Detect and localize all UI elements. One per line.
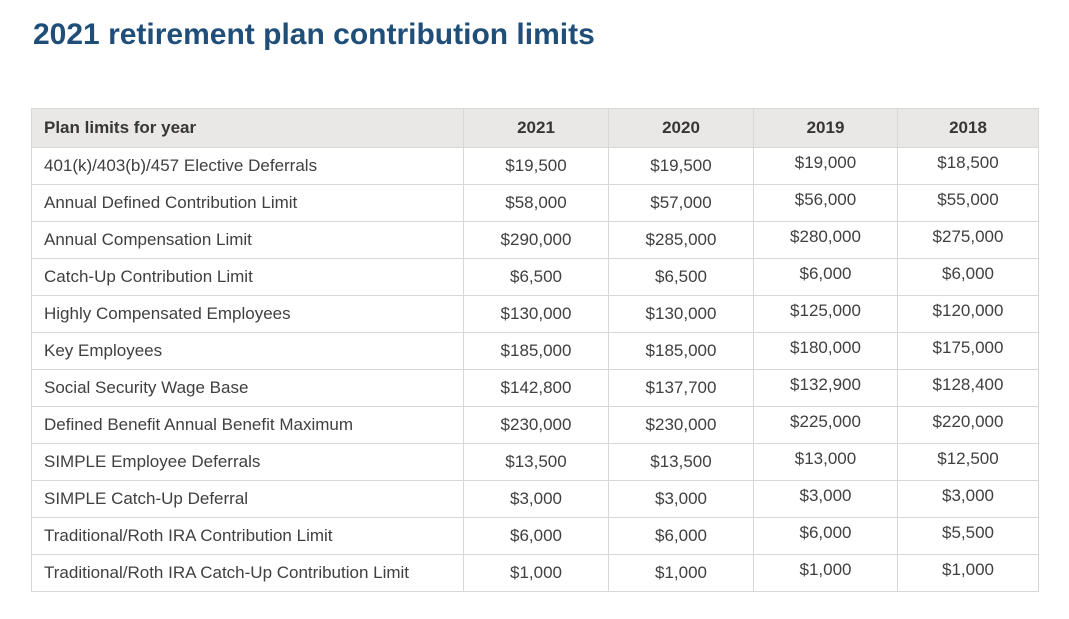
row-value: $220,000 bbox=[897, 406, 1039, 444]
table-body: 401(k)/403(b)/457 Elective Deferrals $19,… bbox=[31, 147, 1039, 592]
row-value: $1,000 bbox=[753, 554, 898, 592]
row-value: $185,000 bbox=[463, 332, 609, 370]
row-label: 401(k)/403(b)/457 Elective Deferrals bbox=[31, 147, 464, 185]
row-value: $13,000 bbox=[753, 443, 898, 481]
table-row: Social Security Wage Base $142,800 $137,70… bbox=[31, 369, 1039, 407]
row-value: $230,000 bbox=[608, 406, 754, 444]
row-label: Defined Benefit Annual Benefit Maximum bbox=[31, 406, 464, 444]
row-value: $285,000 bbox=[608, 221, 754, 259]
row-value: $132,900 bbox=[753, 369, 898, 407]
row-value: $175,000 bbox=[897, 332, 1039, 370]
row-value: $3,000 bbox=[608, 480, 754, 518]
row-value: $57,000 bbox=[608, 184, 754, 222]
table-row: Traditional/Roth IRA Catch-Up Contributi… bbox=[31, 554, 1039, 592]
row-value: $1,000 bbox=[897, 554, 1039, 592]
page-title: 2021 retirement plan contribution limits bbox=[33, 18, 595, 51]
row-value: $290,000 bbox=[463, 221, 609, 259]
row-label: Highly Compensated Employees bbox=[31, 295, 464, 333]
row-value: $1,000 bbox=[608, 554, 754, 592]
contribution-limits-table: Plan limits for year 2021 2020 2019 2018 40… bbox=[31, 108, 1039, 592]
table-row: Catch-Up Contribution Limit $6,500 $6,500 $… bbox=[31, 258, 1039, 296]
column-header-plan-limits: Plan limits for year bbox=[31, 108, 464, 148]
column-header-year: 2019 bbox=[753, 108, 898, 148]
table-row: Annual Compensation Limit $290,000 $285,00… bbox=[31, 221, 1039, 259]
row-value: $5,500 bbox=[897, 517, 1039, 555]
table-row: Annual Defined Contribution Limit $58,000… bbox=[31, 184, 1039, 222]
row-label: SIMPLE Catch-Up Deferral bbox=[31, 480, 464, 518]
row-value: $19,500 bbox=[463, 147, 609, 185]
row-value: $180,000 bbox=[753, 332, 898, 370]
row-value: $6,000 bbox=[753, 258, 898, 296]
table-row: Highly Compensated Employees $130,000 $130… bbox=[31, 295, 1039, 333]
row-value: $130,000 bbox=[463, 295, 609, 333]
row-value: $6,000 bbox=[463, 517, 609, 555]
row-value: $130,000 bbox=[608, 295, 754, 333]
row-value: $13,500 bbox=[608, 443, 754, 481]
row-value: $280,000 bbox=[753, 221, 898, 259]
row-value: $230,000 bbox=[463, 406, 609, 444]
row-value: $3,000 bbox=[463, 480, 609, 518]
column-header-year: 2021 bbox=[463, 108, 609, 148]
table-header-row: Plan limits for year 2021 2020 2019 2018 bbox=[31, 108, 1039, 148]
row-value: $6,000 bbox=[608, 517, 754, 555]
table-row: 401(k)/403(b)/457 Elective Deferrals $19,… bbox=[31, 147, 1039, 185]
row-value: $137,700 bbox=[608, 369, 754, 407]
row-label: Catch-Up Contribution Limit bbox=[31, 258, 464, 296]
row-value: $12,500 bbox=[897, 443, 1039, 481]
table-row: SIMPLE Catch-Up Deferral $3,000 $3,000 $3,0… bbox=[31, 480, 1039, 518]
row-value: $1,000 bbox=[463, 554, 609, 592]
row-value: $19,000 bbox=[753, 147, 898, 185]
row-label: Annual Defined Contribution Limit bbox=[31, 184, 464, 222]
row-value: $120,000 bbox=[897, 295, 1039, 333]
row-value: $3,000 bbox=[897, 480, 1039, 518]
row-value: $225,000 bbox=[753, 406, 898, 444]
row-value: $128,400 bbox=[897, 369, 1039, 407]
row-label: SIMPLE Employee Deferrals bbox=[31, 443, 464, 481]
row-label: Traditional/Roth IRA Catch-Up Contributi… bbox=[31, 554, 464, 592]
row-value: $55,000 bbox=[897, 184, 1039, 222]
row-value: $6,500 bbox=[463, 258, 609, 296]
row-value: $56,000 bbox=[753, 184, 898, 222]
row-value: $125,000 bbox=[753, 295, 898, 333]
row-value: $58,000 bbox=[463, 184, 609, 222]
row-label: Social Security Wage Base bbox=[31, 369, 464, 407]
row-label: Annual Compensation Limit bbox=[31, 221, 464, 259]
row-value: $6,000 bbox=[753, 517, 898, 555]
column-header-year: 2020 bbox=[608, 108, 754, 148]
row-value: $275,000 bbox=[897, 221, 1039, 259]
table-row: Traditional/Roth IRA Contribution Limit $… bbox=[31, 517, 1039, 555]
row-value: $185,000 bbox=[608, 332, 754, 370]
table-row: SIMPLE Employee Deferrals $13,500 $13,500 $… bbox=[31, 443, 1039, 481]
row-value: $142,800 bbox=[463, 369, 609, 407]
table-row: Key Employees $185,000 $185,000 $180,000 $17… bbox=[31, 332, 1039, 370]
row-value: $13,500 bbox=[463, 443, 609, 481]
row-value: $3,000 bbox=[753, 480, 898, 518]
row-label: Key Employees bbox=[31, 332, 464, 370]
column-header-year: 2018 bbox=[897, 108, 1039, 148]
row-value: $18,500 bbox=[897, 147, 1039, 185]
row-value: $19,500 bbox=[608, 147, 754, 185]
row-label: Traditional/Roth IRA Contribution Limit bbox=[31, 517, 464, 555]
row-value: $6,000 bbox=[897, 258, 1039, 296]
table-row: Defined Benefit Annual Benefit Maximum $2… bbox=[31, 406, 1039, 444]
row-value: $6,500 bbox=[608, 258, 754, 296]
